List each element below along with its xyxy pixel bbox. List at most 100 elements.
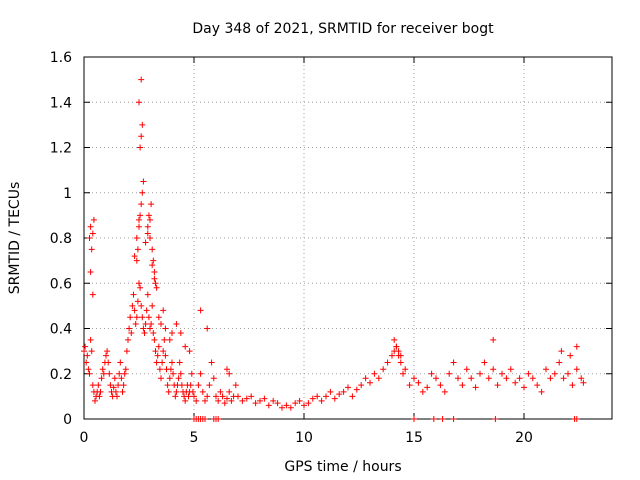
data-point	[147, 235, 153, 241]
data-point	[551, 370, 558, 377]
x-tick-label: 15	[405, 430, 423, 446]
data-point	[235, 393, 241, 400]
data-point	[301, 402, 307, 409]
data-point	[197, 370, 204, 377]
data-point	[463, 366, 470, 373]
data-point	[150, 330, 157, 337]
data-point	[191, 393, 197, 400]
data-point	[578, 375, 585, 382]
data-point	[136, 223, 142, 230]
data-point	[133, 257, 140, 264]
data-point	[188, 370, 195, 377]
data-point	[323, 393, 329, 400]
data-point	[117, 359, 124, 366]
data-point	[336, 391, 343, 398]
data-point	[138, 76, 145, 83]
x-axis-title: GPS time / hours	[284, 459, 401, 475]
data-point	[450, 359, 457, 366]
data-point	[131, 307, 138, 314]
data-point	[507, 366, 514, 373]
data-point	[141, 330, 148, 337]
data-point	[437, 382, 444, 389]
data-point	[411, 416, 417, 422]
data-point	[125, 336, 131, 343]
data-point	[204, 393, 211, 400]
data-point	[104, 348, 111, 355]
data-point	[208, 359, 215, 366]
data-point	[82, 343, 89, 350]
data-point	[477, 370, 483, 377]
data-point	[169, 330, 175, 337]
data-point	[490, 366, 497, 373]
y-axis-title: SRMTID / TECUs	[7, 182, 23, 295]
data-point	[137, 144, 144, 151]
data-point	[97, 388, 104, 395]
data-point	[144, 291, 151, 298]
data-point	[327, 388, 334, 395]
data-point	[472, 384, 479, 391]
x-tick-label: 20	[515, 430, 533, 446]
data-point	[349, 393, 356, 400]
data-point	[133, 314, 140, 321]
data-point	[243, 395, 250, 402]
data-point	[149, 302, 156, 309]
data-point	[397, 359, 404, 366]
data-point	[131, 253, 138, 260]
data-point	[119, 388, 126, 395]
data-point	[257, 397, 263, 404]
data-point	[309, 395, 316, 402]
data-point	[166, 336, 173, 343]
data-point	[215, 397, 222, 404]
data-point	[362, 375, 369, 382]
data-point	[204, 325, 211, 332]
data-point	[98, 375, 105, 382]
data-point	[450, 416, 457, 422]
data-point	[485, 375, 492, 382]
data-point	[107, 382, 114, 389]
data-point	[90, 216, 97, 223]
data-point	[110, 384, 117, 391]
data-point	[145, 212, 152, 219]
data-point	[151, 275, 158, 282]
data-point	[103, 352, 109, 359]
data-point	[122, 366, 129, 373]
data-point	[375, 375, 382, 382]
data-point	[159, 359, 166, 366]
data-point	[100, 370, 107, 377]
data-point	[139, 189, 146, 196]
data-point	[239, 397, 246, 404]
data-point	[167, 366, 174, 373]
data-point	[85, 366, 92, 373]
data-point	[569, 382, 576, 389]
data-point	[556, 359, 563, 366]
data-point	[224, 366, 230, 373]
data-point	[83, 359, 90, 366]
data-point	[175, 375, 182, 382]
data-point	[395, 348, 402, 355]
data-point	[439, 416, 446, 422]
data-point	[397, 352, 404, 359]
data-point	[391, 336, 398, 343]
data-point	[206, 382, 213, 389]
data-point	[189, 388, 196, 395]
data-point	[161, 336, 168, 343]
data-point	[292, 400, 299, 407]
data-point	[166, 375, 173, 382]
data-point	[199, 388, 206, 395]
data-point	[162, 325, 169, 332]
data-point	[367, 379, 373, 386]
data-point	[158, 320, 164, 327]
data-point	[114, 393, 120, 400]
data-point	[481, 359, 488, 366]
grid-lines	[84, 57, 612, 419]
data-point	[136, 280, 142, 287]
chart-title: Day 348 of 2021, SRMTID for receiver bog…	[192, 21, 494, 37]
data-point	[358, 382, 365, 389]
data-point	[145, 314, 152, 321]
data-point	[134, 246, 141, 253]
data-point	[305, 400, 312, 407]
data-point	[128, 330, 135, 337]
data-point	[154, 352, 161, 359]
x-tick-label: 0	[80, 430, 89, 446]
data-point	[567, 352, 574, 359]
